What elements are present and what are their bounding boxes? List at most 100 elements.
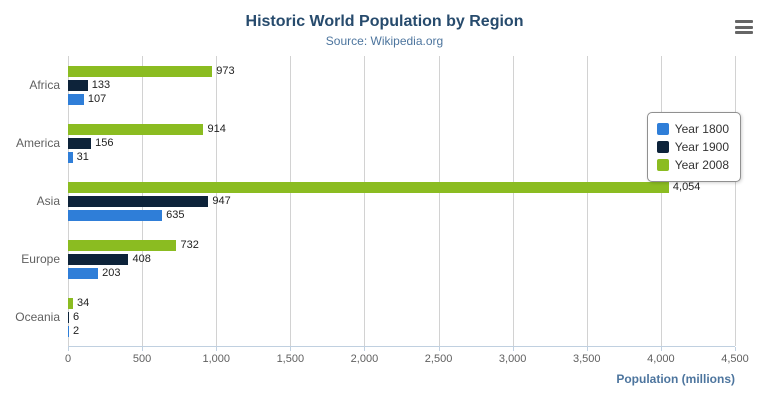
bar-row: 2 — [68, 324, 735, 337]
chart-subtitle: Source: Wikipedia.org — [325, 34, 444, 48]
x-tick-label: 500 — [132, 353, 152, 365]
x-tick-label: 2,500 — [424, 353, 453, 365]
bar-value-label: 2 — [73, 324, 80, 337]
x-tick-label: 4,000 — [647, 353, 675, 365]
hamburger-icon[interactable] — [735, 20, 753, 34]
legend-item-year-2008[interactable]: Year 2008 — [656, 156, 729, 174]
bar-value-label: 408 — [132, 252, 151, 265]
bar-america-year-2008[interactable] — [68, 123, 204, 135]
x-axis-title: Population (millions) — [616, 372, 735, 386]
bar-value-label: 6 — [73, 310, 80, 323]
bar-row: 408 — [68, 252, 735, 265]
gridline — [290, 56, 292, 346]
bar-row: 107 — [68, 92, 735, 105]
x-tick-mark — [438, 347, 440, 351]
plot-wrap: 973 133 107 914 156 31 4,054 947 635 732 408 203 34 6… — [64, 56, 749, 386]
bar-group-asia: 4,054 947 635 — [68, 172, 735, 230]
bar-europe-year-1900[interactable] — [68, 253, 129, 265]
x-tick-mark — [364, 347, 366, 351]
bar-row: 156 — [68, 136, 735, 149]
bar-value-label: 635 — [166, 208, 185, 221]
bar-europe-year-1800[interactable] — [68, 267, 99, 279]
bar-row: 34 — [68, 296, 735, 309]
gridline — [438, 56, 440, 346]
gridline — [364, 56, 366, 346]
legend-item-year-1800[interactable]: Year 1800 — [656, 120, 729, 138]
x-tick-label: 1,000 — [202, 353, 230, 365]
legend-label: Year 1900 — [674, 140, 729, 154]
bar-row: 914 — [68, 123, 735, 135]
bar-america-year-1900[interactable] — [68, 137, 92, 149]
x-tick-label: 3,000 — [498, 353, 527, 365]
bar-row: 6 — [68, 310, 735, 323]
gridline — [660, 56, 662, 346]
gridline — [216, 56, 218, 346]
chart-title: Historic World Population by Region — [245, 13, 524, 30]
hamburger-bar — [735, 31, 753, 34]
plot-area: 973 133 107 914 156 31 4,054 947 635 732 408 203 34 6… — [68, 56, 736, 347]
bar-row: 133 — [68, 78, 735, 91]
bar-oceania-year-1800[interactable] — [68, 325, 69, 337]
bar-value-label: 107 — [87, 92, 107, 105]
y-axis-labels: Africa America Asia Europe Oceania — [0, 56, 68, 386]
bar-america-year-1800[interactable] — [68, 151, 73, 163]
legend-label: Year 1800 — [674, 122, 729, 136]
legend: Year 1800 Year 1900 Year 2008 — [646, 112, 741, 182]
category-label: Asia — [36, 194, 60, 208]
bar-group-america: 914 156 31 — [68, 114, 735, 172]
bar-oceania-year-2008[interactable] — [68, 297, 74, 309]
bar-asia-year-2008[interactable] — [68, 181, 669, 193]
bar-row: 635 — [68, 208, 735, 221]
bar-value-label: 732 — [180, 238, 199, 251]
bar-row: 973 — [68, 64, 735, 77]
bar-row: 203 — [68, 266, 735, 279]
bar-row: 732 — [68, 238, 735, 251]
bar-value-label: 203 — [102, 266, 121, 279]
bar-row: 4,054 — [68, 180, 735, 193]
bar-group-europe: 732 408 203 — [68, 230, 735, 288]
x-tick-label: 2,000 — [350, 353, 379, 365]
category-label: America — [15, 136, 60, 150]
legend-label: Year 2008 — [674, 158, 729, 172]
x-tick-label: 0 — [64, 353, 72, 365]
x-axis: 0 500 1,000 1,500 2,000 2,500 3,000 3,500 4,000 4… — [64, 347, 749, 369]
x-tick-mark — [142, 347, 144, 351]
bar-value-label: 947 — [212, 194, 231, 207]
hamburger-bar — [735, 20, 753, 23]
bar-group-oceania: 34 6 2 — [68, 288, 735, 346]
x-tick-label: 4,500 — [721, 353, 749, 365]
x-tick-mark — [660, 347, 662, 351]
bar-asia-year-1900[interactable] — [68, 195, 209, 207]
x-tick-mark — [216, 347, 218, 351]
bar-africa-year-1800[interactable] — [68, 93, 84, 105]
bar-africa-year-1900[interactable] — [68, 79, 88, 91]
x-tick-label: 3,500 — [573, 353, 601, 365]
bar-value-label: 31 — [76, 150, 89, 163]
category-label: Oceania — [15, 310, 60, 324]
bar-value-label: 156 — [95, 136, 114, 149]
bar-value-label: 973 — [216, 64, 235, 77]
bar-value-label: 133 — [91, 78, 111, 91]
bar-group-africa: 973 133 107 — [68, 56, 735, 114]
legend-item-year-1900[interactable]: Year 1900 — [656, 138, 729, 156]
x-tick-mark — [512, 347, 514, 351]
x-tick-mark — [290, 347, 292, 351]
legend-symbol — [656, 141, 669, 153]
legend-symbol — [656, 159, 669, 171]
x-tick-mark — [735, 347, 736, 351]
bar-asia-year-1800[interactable] — [68, 209, 163, 221]
hamburger-bar — [735, 25, 753, 29]
bar-value-label: 4,054 — [672, 180, 701, 193]
bar-oceania-year-1900[interactable] — [68, 311, 69, 323]
gridline — [586, 56, 588, 346]
category-label: Europe — [21, 252, 60, 266]
bar-europe-year-2008[interactable] — [68, 239, 177, 251]
gridline — [735, 56, 736, 346]
bar-africa-year-2008[interactable] — [68, 65, 213, 77]
legend-symbol — [656, 123, 669, 135]
bar-value-label: 34 — [77, 296, 90, 309]
x-tick-mark — [68, 347, 69, 351]
bar-row: 31 — [68, 150, 735, 163]
chart-body: Africa America Asia Europe Oceania 973 133 107… — [0, 56, 769, 386]
